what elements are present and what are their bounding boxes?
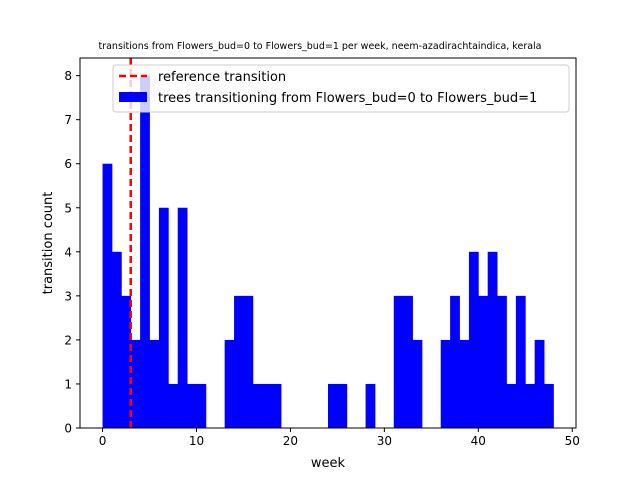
x-tick-label: 50 [565,434,580,448]
histogram-bar [271,383,282,428]
y-axis-ticks: 0 1 2 3 4 5 6 7 8 [64,69,80,436]
legend-box [112,64,570,113]
plot-frame [79,57,577,429]
histogram-bar [177,207,188,428]
bars-layer [102,75,554,429]
histogram-bar [365,383,376,428]
x-axis-ticks: 0 10 20 30 40 50 [99,428,580,448]
histogram-bar [440,339,451,428]
histogram-bar [187,383,197,428]
histogram-bar [403,295,413,428]
histogram-bar [515,295,526,428]
x-tick-label: 30 [377,434,392,448]
histogram-bar [252,383,263,428]
histogram-bar [468,251,479,428]
histogram-bar [525,383,536,428]
legend-reference-label: reference transition [158,70,286,85]
histogram-bar [487,251,498,428]
histogram-bar [196,383,207,428]
x-tick-label: 0 [99,434,107,448]
histogram-bar [337,383,348,428]
x-tick-label: 20 [283,434,298,448]
legend-bars-swatch [119,92,147,102]
histogram-bar [450,295,460,428]
histogram-bar [544,383,554,428]
y-axis-label: transition count [41,192,56,295]
histogram-bar [328,383,338,428]
histogram-bar [459,339,470,428]
histogram-bar [497,295,507,428]
histogram-bar [121,295,132,428]
legend-bars-label: trees transitioning from Flowers_bud=0 t… [158,91,537,106]
histogram-bar [506,383,517,428]
y-tick-label: 5 [64,201,72,215]
histogram-bar [102,163,113,428]
y-tick-label: 0 [64,422,72,436]
y-tick-label: 7 [64,113,72,127]
y-tick-label: 3 [64,289,72,303]
y-tick-label: 6 [64,157,72,171]
y-tick-label: 2 [64,333,72,347]
histogram-bar [234,295,244,428]
y-tick-label: 4 [64,245,72,259]
histogram-bar [534,339,545,428]
chart-title: transitions from Flowers_bud=0 to Flower… [98,41,541,52]
x-tick-label: 40 [471,434,486,448]
histogram-bar [412,339,423,428]
legend: reference transition trees transitioning… [112,64,570,113]
histogram-bar [262,383,273,428]
histogram-bar [478,295,489,428]
x-axis-label: week [311,456,346,471]
y-tick-label: 1 [64,377,72,391]
histogram-bar [158,207,169,428]
histogram-bar [130,339,141,428]
histogram-bar [140,75,150,429]
histogram-bar [168,383,179,428]
histogram-bar [149,339,160,428]
histogram-bar [111,251,122,428]
histogram-bar [243,295,254,428]
histogram-bar [224,339,235,428]
y-tick-label: 8 [64,69,72,83]
histogram-bar [393,295,404,428]
x-tick-label: 10 [189,434,204,448]
